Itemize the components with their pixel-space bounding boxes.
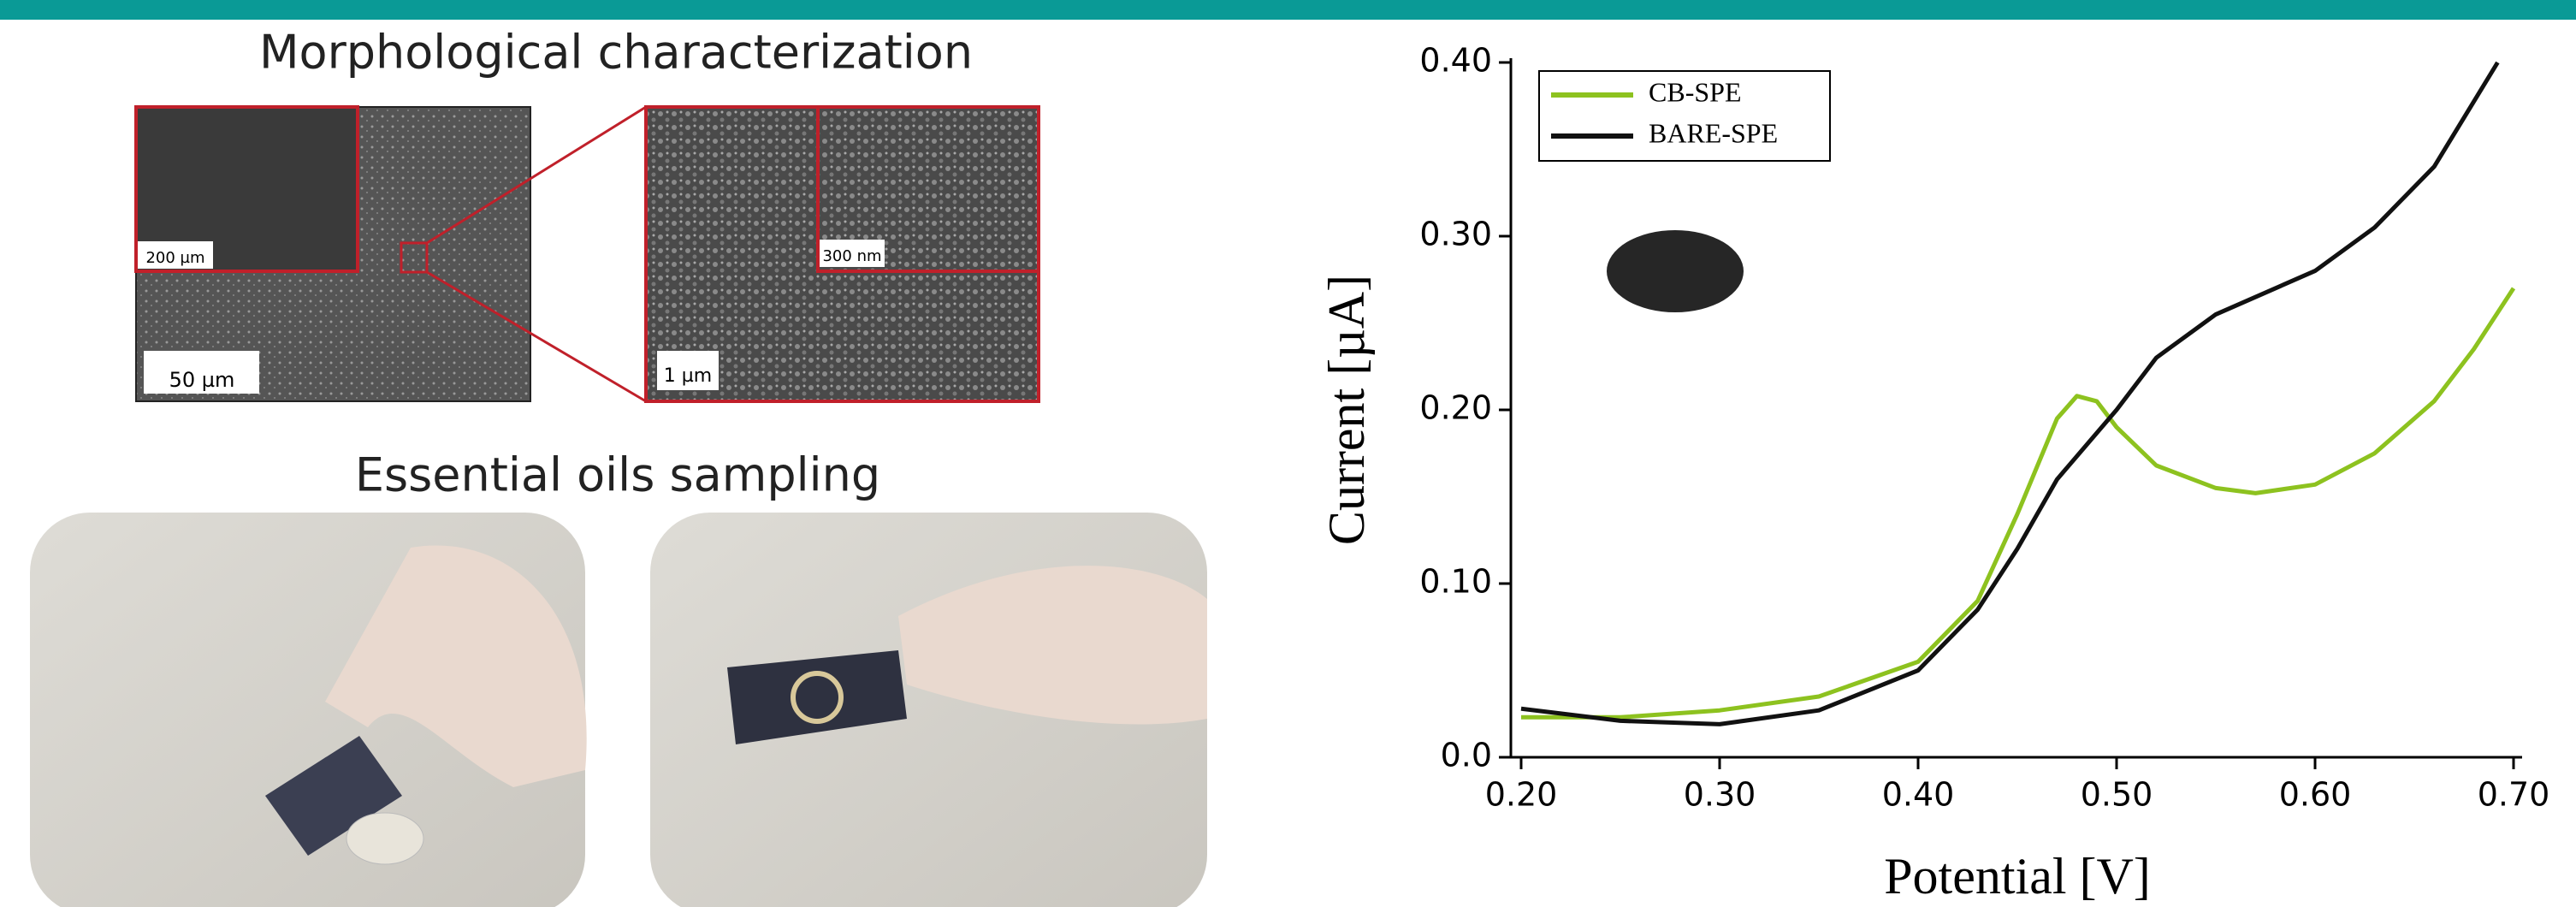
y-tick-label: 0.0 xyxy=(1441,737,1492,774)
scale-bar-label: 1 µm xyxy=(664,365,712,387)
x-tick-label: 0.70 xyxy=(2478,776,2550,814)
y-tick-label: 0.10 xyxy=(1419,563,1492,601)
x-axis-title: Potential [V] xyxy=(1884,848,2151,904)
y-tick-label: 0.40 xyxy=(1419,42,1492,80)
y-tick-label: 0.30 xyxy=(1419,216,1492,253)
data-line xyxy=(1521,288,2514,717)
figure: Morphological characterization 200 µm 50… xyxy=(0,0,2576,907)
y-axis-title: Current [µA] xyxy=(1318,275,1375,545)
legend-label: BARE-SPE xyxy=(1649,117,1778,148)
chart: 0.0 0.10 0.20 0.30 0.40 0.20 0.30 0.40 0.50 0.60 0… xyxy=(1318,42,2550,904)
panel-title: Morphological characterization xyxy=(259,26,973,80)
scale-bar-label: 300 nm xyxy=(822,247,881,265)
scale-bar-label: 50 µm xyxy=(169,368,235,392)
legend-label: CB-SPE xyxy=(1649,76,1741,107)
panel-title: Essential oils sampling xyxy=(355,448,880,502)
photos xyxy=(30,513,1207,907)
y-tick-label: 0.20 xyxy=(1419,389,1492,427)
header-bar xyxy=(0,0,2576,20)
x-tick-label: 0.40 xyxy=(1882,776,1955,814)
x-tick-label: 0.30 xyxy=(1684,776,1756,814)
scale-bar-label: 200 µm xyxy=(145,249,204,267)
x-tick-label: 0.20 xyxy=(1485,776,1558,814)
powder-image xyxy=(1607,230,1744,312)
x-tick-label: 0.60 xyxy=(2279,776,2352,814)
x-tick-label: 0.50 xyxy=(2081,776,2153,814)
sem-images xyxy=(136,107,1039,401)
data-line xyxy=(1521,62,2497,724)
